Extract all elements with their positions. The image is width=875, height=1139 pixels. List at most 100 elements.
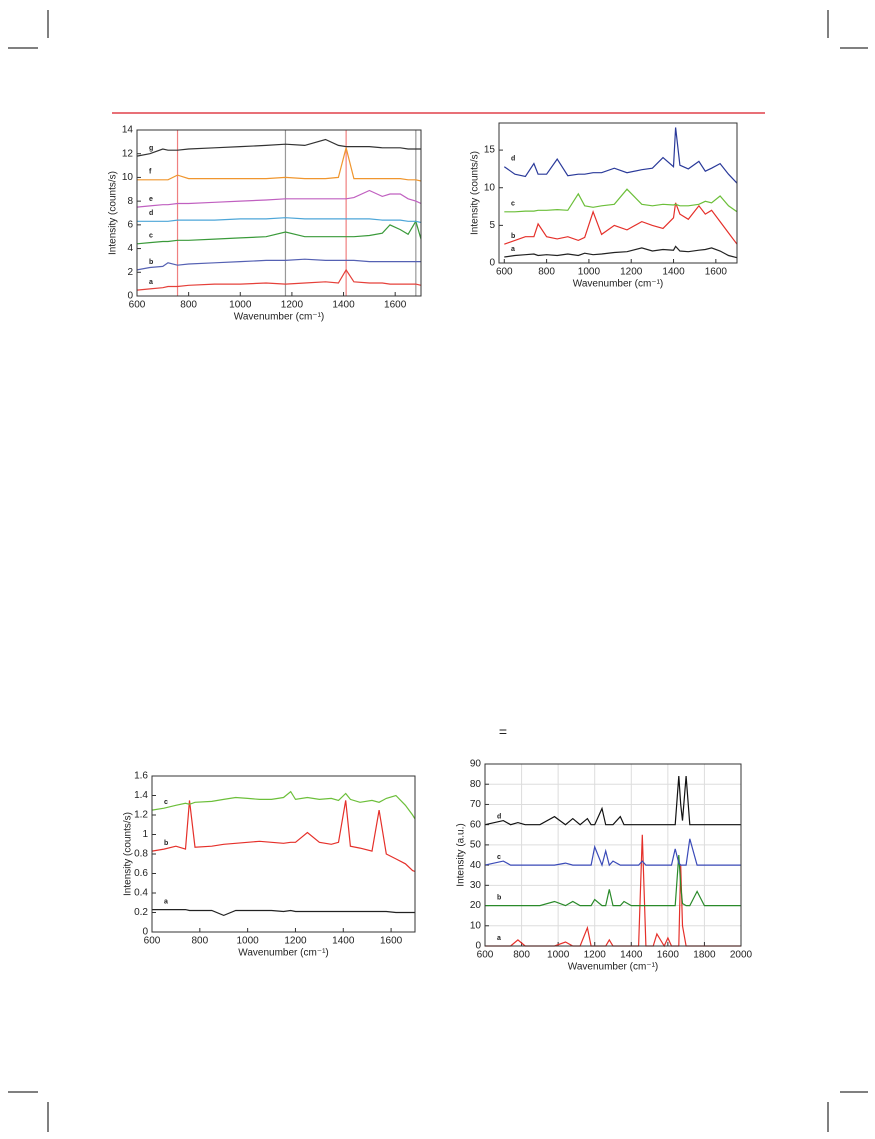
- x-tick-label: 800: [538, 267, 555, 278]
- y-tick-label: 10: [484, 182, 496, 193]
- plot-frame: [498, 122, 738, 264]
- x-axis-label: Wavenumber (cm⁻¹): [238, 948, 328, 959]
- x-tick-label: 1200: [281, 300, 304, 311]
- plot-area: [499, 123, 737, 263]
- y-tick-label: 0.4: [134, 888, 148, 899]
- x-tick-label: 1800: [693, 950, 716, 961]
- y-tick-label: 8: [127, 196, 133, 207]
- x-tick-label: 1200: [284, 936, 307, 947]
- x-tick-label: 1200: [584, 950, 607, 961]
- y-tick-label: 0.6: [134, 868, 148, 879]
- y-tick-label: 70: [470, 799, 482, 810]
- x-tick-label: 1400: [332, 936, 355, 947]
- series-label: d: [511, 155, 515, 162]
- spectrum-line: [136, 189, 422, 208]
- series-label: b: [164, 840, 168, 847]
- y-tick-label: 0.8: [134, 849, 148, 860]
- spectrum-line: [484, 838, 741, 868]
- y-tick-label: 4: [127, 243, 133, 254]
- y-axis-label: Intensity (a.u.): [456, 823, 467, 886]
- x-tick-label: 800: [191, 936, 208, 947]
- y-tick-label: 0: [489, 258, 495, 269]
- y-tick-label: 90: [470, 759, 482, 770]
- x-tick-label: 1600: [380, 936, 403, 947]
- y-tick-label: 0.2: [134, 907, 148, 918]
- y-tick-label: 2: [127, 267, 133, 278]
- x-tick-label: 1000: [229, 300, 252, 311]
- spectrum-line: [504, 245, 738, 259]
- x-tick-label: 1400: [332, 300, 355, 311]
- series-label: g: [149, 145, 153, 152]
- x-tick-label: 600: [129, 300, 146, 311]
- spectrum-line: [137, 217, 422, 224]
- series-label: f: [149, 169, 152, 176]
- x-tick-label: 1400: [662, 267, 685, 278]
- x-tick-label: 800: [180, 300, 197, 311]
- series-label: d: [497, 814, 501, 821]
- x-tick-label: 600: [496, 267, 513, 278]
- spectrum-line: [504, 202, 738, 245]
- y-tick-label: 1.2: [134, 810, 148, 821]
- y-tick-label: 50: [470, 840, 482, 851]
- y-tick-label: 5: [489, 220, 495, 231]
- plot-frame: [151, 775, 416, 933]
- x-axis-label: Wavenumber (cm⁻¹): [568, 962, 658, 973]
- series-label: c: [164, 799, 168, 806]
- series-label: d: [149, 210, 153, 217]
- y-tick-label: 15: [484, 145, 496, 156]
- spectrum-line: [136, 138, 421, 157]
- y-tick-label: 30: [470, 880, 482, 891]
- spectrum-line: [504, 188, 738, 213]
- series-label: a: [149, 279, 153, 286]
- y-tick-label: 10: [470, 920, 482, 931]
- y-axis-label: Intensity (counts/s): [108, 171, 119, 255]
- spectrum-line: [151, 790, 416, 820]
- y-tick-label: 0: [142, 927, 148, 938]
- plot-area: [485, 764, 741, 946]
- x-tick-label: 1600: [384, 300, 407, 311]
- x-tick-label: 1000: [578, 267, 601, 278]
- x-tick-label: 800: [513, 950, 530, 961]
- y-tick-label: 14: [122, 125, 134, 136]
- plot-frame: [484, 763, 742, 947]
- y-tick-label: 6: [127, 219, 133, 230]
- spectrum-line: [152, 909, 415, 917]
- spectrum-line: [151, 800, 416, 873]
- fragment: =: [499, 724, 507, 740]
- spectrum-line: [136, 268, 422, 291]
- y-tick-label: 20: [470, 900, 482, 911]
- y-tick-label: 0: [127, 291, 133, 302]
- series-label: c: [511, 201, 515, 208]
- y-tick-label: 60: [470, 819, 482, 830]
- y-tick-label: 1.4: [134, 790, 148, 801]
- series-label: b: [149, 259, 153, 266]
- y-tick-label: 1: [142, 829, 148, 840]
- y-tick-label: 80: [470, 779, 482, 790]
- x-tick-label: 600: [144, 936, 161, 947]
- y-axis-label: Intensity (counts/s): [123, 812, 134, 896]
- plot-frame: [136, 129, 422, 297]
- series-label: b: [497, 894, 501, 901]
- x-tick-label: 1200: [620, 267, 643, 278]
- series-label: c: [149, 233, 153, 240]
- y-tick-label: 10: [122, 172, 134, 183]
- y-tick-label: 40: [470, 860, 482, 871]
- series-label: c: [497, 854, 501, 861]
- series-label: a: [164, 898, 168, 905]
- series-label: b: [511, 233, 515, 240]
- spectrum-line: [136, 219, 422, 245]
- x-tick-label: 2000: [730, 950, 753, 961]
- spectrum-line: [485, 854, 741, 907]
- series-label: a: [497, 935, 501, 942]
- y-tick-label: 0: [475, 941, 481, 952]
- x-tick-label: 600: [477, 950, 494, 961]
- x-axis-label: Wavenumber (cm⁻¹): [573, 279, 663, 290]
- y-tick-label: 12: [122, 148, 134, 159]
- series-label: e: [149, 196, 153, 203]
- plot-area: [137, 130, 421, 296]
- series-label: a: [511, 246, 515, 253]
- crop-marks: [8, 10, 868, 1132]
- spectrum-line: [484, 776, 741, 826]
- spectrum-line: [503, 127, 738, 184]
